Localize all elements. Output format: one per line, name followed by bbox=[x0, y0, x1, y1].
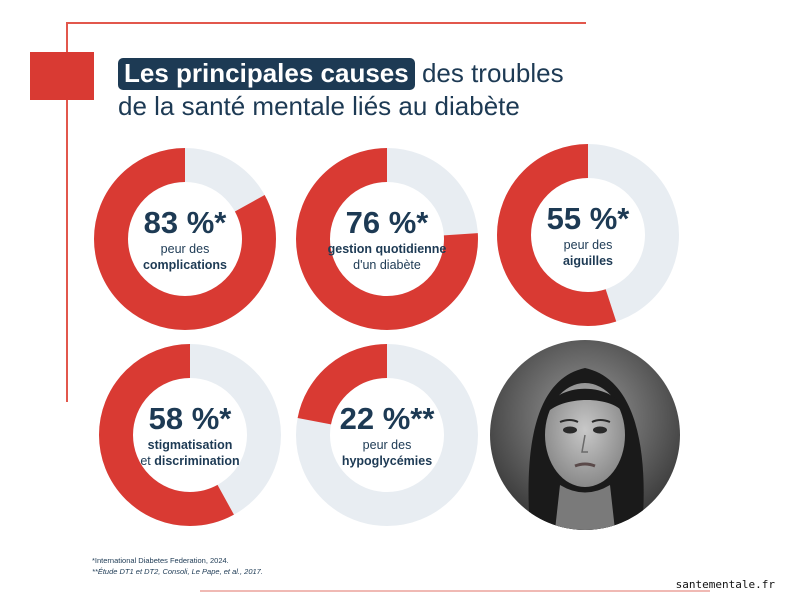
donut-arc bbox=[99, 344, 281, 526]
stat-line2-prefix: et bbox=[140, 454, 155, 468]
stat-line2: discrimination bbox=[154, 454, 240, 468]
frame-bottom-line bbox=[200, 590, 710, 592]
donut-chart bbox=[99, 344, 281, 526]
donut-chart bbox=[497, 144, 679, 326]
red-accent-block bbox=[30, 52, 94, 100]
donut-arc bbox=[94, 148, 276, 330]
stat-line2: d'un diabète bbox=[353, 258, 421, 272]
stat-percent: 22 %** bbox=[339, 401, 435, 436]
stat-percent: 58 %* bbox=[148, 401, 232, 436]
title-rest: des troubles bbox=[414, 58, 564, 88]
donut-arc bbox=[296, 344, 478, 526]
stat-donut-aiguilles: 55 %* peur des aiguilles bbox=[493, 140, 683, 330]
stat-donut-gestion: 76 %* gestion quotidienne d'un diabète bbox=[292, 144, 482, 334]
stat-percent: 55 %* bbox=[546, 201, 630, 236]
stat-donut-hypoglycemies: 22 %** peur des hypoglycémies bbox=[292, 340, 482, 530]
footnotes: *International Diabetes Federation, 2024… bbox=[92, 555, 263, 577]
frame-left-line bbox=[66, 22, 68, 402]
stat-percent: 76 %* bbox=[345, 205, 429, 240]
stat-line2: complications bbox=[142, 258, 228, 272]
title-highlight: Les principales causes bbox=[118, 58, 415, 90]
frame-top-line bbox=[66, 22, 586, 24]
footnote-2: **Étude DT1 et DT2, Consoli, Le Pape, et… bbox=[92, 567, 263, 576]
donut-chart bbox=[94, 148, 276, 330]
portrait-photo-icon bbox=[490, 340, 680, 530]
donut-chart bbox=[296, 148, 478, 330]
stat-line1: peur des bbox=[563, 238, 613, 252]
stat-donut-stigmatisation: 58 %* stigmatisation et discrimination bbox=[95, 340, 285, 530]
stat-line1: peur des bbox=[160, 242, 210, 256]
stat-donut-complications: 83 %* peur des complications bbox=[90, 144, 280, 334]
stat-line1: peur des bbox=[362, 438, 412, 452]
stat-line2: hypoglycémies bbox=[341, 454, 433, 468]
donut-arc bbox=[296, 148, 478, 330]
donut-chart bbox=[296, 344, 478, 526]
stat-line2: aiguilles bbox=[562, 254, 614, 268]
stat-line1: stigmatisation bbox=[147, 438, 233, 452]
footnote-1: *International Diabetes Federation, 2024… bbox=[92, 556, 229, 565]
page-title: Les principales causes des troubles de l… bbox=[118, 57, 638, 123]
donut-arc bbox=[497, 144, 679, 326]
stat-percent: 83 %* bbox=[143, 205, 227, 240]
watermark: santementale.fr bbox=[675, 578, 775, 591]
portrait-photo bbox=[490, 340, 680, 530]
title-line2: de la santé mentale liés au diabète bbox=[118, 91, 520, 121]
stat-line1: gestion quotidienne bbox=[327, 242, 447, 256]
